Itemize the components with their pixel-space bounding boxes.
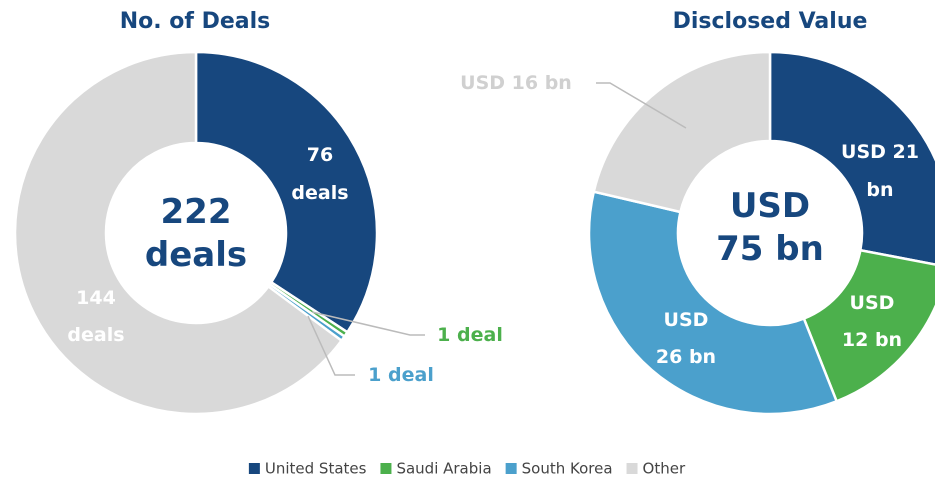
value-label-line: 1 deal: [368, 364, 434, 386]
center-label-line: 222: [161, 192, 232, 232]
value-label: USD 12 bn: [842, 292, 902, 351]
value-label: USD 16 bn: [460, 72, 572, 94]
legend-label: United States: [265, 460, 367, 478]
value-label-line: 1 deal: [437, 324, 503, 346]
legend: United States Saudi Arabia South Korea Othe…: [248, 460, 686, 478]
chart-title: Disclosed Value: [673, 9, 868, 34]
donut-slice: [802, 248, 935, 403]
legend-swatch: [505, 463, 517, 474]
donut-slice: [194, 50, 379, 334]
donut-slice: [13, 50, 344, 416]
center-label: 222 deals: [145, 192, 247, 275]
leader-line: [311, 311, 425, 336]
value-label-line: USD 16 bn: [460, 72, 572, 94]
chart-title: No. of Deals: [120, 9, 271, 34]
value-label: 1 deal: [368, 364, 434, 386]
value-label-line: 144: [76, 287, 116, 309]
value-label: USD 26 bn: [656, 309, 716, 368]
legend-swatch: [248, 463, 260, 474]
donut-slice: [768, 50, 935, 266]
leader-line: [307, 315, 355, 376]
legend-swatch: [626, 463, 638, 474]
value-label-line: 26 bn: [656, 346, 716, 368]
leader-line: [596, 82, 687, 129]
value-label-line: 12 bn: [842, 329, 902, 351]
center-label: USD 75 bn: [716, 186, 824, 269]
center-label-line: USD: [730, 186, 810, 226]
value-label-line: USD 21: [841, 141, 919, 163]
value-label: 76 deals: [291, 144, 348, 204]
center-label-line: deals: [145, 235, 247, 275]
legend-swatch: [380, 463, 392, 474]
legend-label: South Korea: [522, 460, 613, 478]
value-label: 1 deal: [437, 324, 503, 346]
value-label-line: USD: [850, 292, 895, 314]
legend-label: Saudi Arabia: [396, 460, 491, 478]
donut-slice: [587, 190, 839, 416]
value-label-line: deals: [67, 324, 124, 346]
value-label-line: deals: [291, 182, 348, 204]
center-label-line: 75 bn: [716, 229, 824, 269]
value-label-line: USD: [664, 309, 709, 331]
value-label-line: bn: [866, 179, 893, 201]
donut-slice: [592, 50, 772, 214]
value-label: USD 21 bn: [841, 141, 919, 201]
value-label: 144 deals: [67, 287, 124, 346]
legend-label: Other: [643, 460, 686, 478]
value-label-line: 76: [307, 144, 333, 166]
